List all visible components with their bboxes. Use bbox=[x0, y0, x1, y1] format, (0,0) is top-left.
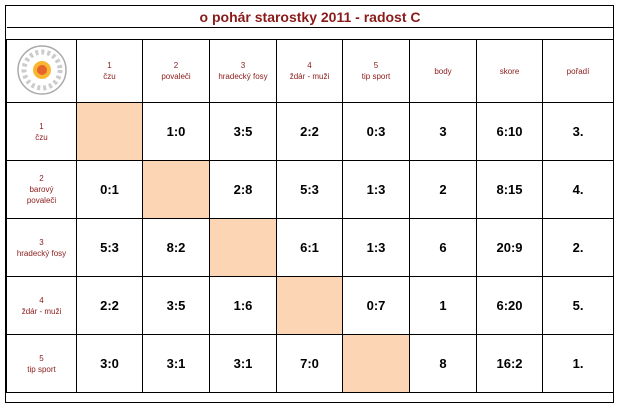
team-row: 5 tip sport 3:0 3:1 3:1 7:0 8 16:2 1. bbox=[6, 334, 615, 393]
row-header: 1 čzu bbox=[6, 102, 77, 161]
match-score: 3:5 bbox=[142, 276, 210, 335]
team-header-line: čzu bbox=[103, 72, 116, 81]
goal-score: 8:15 bbox=[476, 160, 543, 219]
team-header-line: 3 bbox=[240, 61, 246, 70]
match-score: 2:2 bbox=[76, 276, 143, 335]
match-score: 3:1 bbox=[209, 334, 277, 393]
team-header-line: ždár - muži bbox=[289, 72, 330, 81]
goal-score: 16:2 bbox=[476, 334, 543, 393]
row-header-line: hradecký fosy bbox=[16, 248, 67, 258]
logo bbox=[16, 44, 67, 95]
row-header-line: 5 bbox=[39, 353, 44, 363]
team-header: 5 tip sport bbox=[342, 39, 410, 103]
match-score: 3:1 bbox=[142, 334, 210, 393]
team-header: 3 hradecký fosy bbox=[209, 39, 277, 103]
column-header: pořadí bbox=[541, 39, 615, 103]
points: 6 bbox=[409, 218, 477, 277]
row-header-line: 1 bbox=[39, 121, 44, 131]
row-header: 2 barový povaleči bbox=[6, 160, 77, 219]
logo-cell bbox=[6, 39, 77, 103]
points: 1 bbox=[409, 276, 477, 335]
row-header: 4 ždár - muži bbox=[6, 276, 77, 335]
match-score: 1:6 bbox=[209, 276, 277, 335]
diagonal-cell bbox=[209, 218, 277, 277]
row-header-line: povaleči bbox=[26, 196, 57, 205]
row-header-line: čzu bbox=[35, 132, 48, 142]
row-header-line: tip sport bbox=[27, 364, 56, 374]
row-header-line: barový bbox=[29, 185, 54, 194]
match-score: 6:1 bbox=[276, 218, 343, 277]
row-header-line: 3 bbox=[39, 237, 44, 247]
column-header: skore bbox=[476, 39, 543, 103]
spacer-row bbox=[6, 27, 614, 40]
rank: 2. bbox=[541, 218, 615, 277]
row-header-line: ždár - muži bbox=[21, 306, 62, 316]
diagonal-cell bbox=[342, 334, 410, 393]
team-row: 2 barový povaleči 0:1 2:8 5:3 1:3 2 8:15 4. bbox=[6, 160, 615, 219]
team-header-line: 4 bbox=[307, 61, 312, 70]
rank: 5. bbox=[541, 276, 615, 335]
match-score: 3:0 bbox=[76, 334, 143, 393]
diagonal-cell bbox=[76, 102, 143, 161]
match-score: 0:1 bbox=[76, 160, 143, 219]
diagonal-cell bbox=[142, 160, 210, 219]
column-header: body bbox=[409, 39, 477, 103]
team-header-line: povaleči bbox=[161, 72, 191, 81]
match-score: 8:2 bbox=[142, 218, 210, 277]
team-header-line: 5 bbox=[373, 61, 379, 70]
points: 8 bbox=[409, 334, 477, 393]
match-score: 1:3 bbox=[342, 218, 410, 277]
team-header-line: tip sport bbox=[361, 72, 391, 81]
row-header-line: 2 bbox=[39, 174, 44, 183]
match-score: 5:3 bbox=[276, 160, 343, 219]
rank: 4. bbox=[541, 160, 615, 219]
team-header-line: 2 bbox=[173, 61, 179, 70]
row-header-line: 4 bbox=[39, 295, 44, 305]
goal-score: 20:9 bbox=[476, 218, 543, 277]
points: 3 bbox=[409, 102, 477, 161]
table-title: o pohár starostky 2011 - radost C bbox=[6, 6, 614, 28]
team-row: 1 čzu 1:0 3:5 2:2 0:3 3 6:10 3. bbox=[6, 102, 615, 161]
match-score: 0:7 bbox=[342, 276, 410, 335]
score-table-frame: o pohár starostky 2011 - radost C 1 čzu 2 p… bbox=[5, 5, 615, 403]
match-score: 5:3 bbox=[76, 218, 143, 277]
team-row: 4 ždár - muži 2:2 3:5 1:6 0:7 1 6:20 5. bbox=[6, 276, 615, 335]
team-header-line: hradecký fosy bbox=[218, 72, 268, 81]
table-body: o pohár starostky 2011 - radost C 1 čzu 2 p… bbox=[6, 6, 615, 393]
score-table: o pohár starostky 2011 - radost C 1 čzu 2 p… bbox=[6, 6, 615, 393]
rank: 1. bbox=[541, 334, 615, 393]
team-header: 2 povaleči bbox=[142, 39, 210, 103]
match-score: 1:3 bbox=[342, 160, 410, 219]
match-score: 3:5 bbox=[209, 102, 277, 161]
goal-score: 6:20 bbox=[476, 276, 543, 335]
team-row: 3 hradecký fosy 5:3 8:2 6:1 1:3 6 20:9 2. bbox=[6, 218, 615, 277]
match-score: 2:8 bbox=[209, 160, 277, 219]
rank: 3. bbox=[541, 102, 615, 161]
points: 2 bbox=[409, 160, 477, 219]
match-score: 1:0 bbox=[142, 102, 210, 161]
team-header: 4 ždár - muži bbox=[276, 39, 343, 103]
match-score: 7:0 bbox=[276, 334, 343, 393]
match-score: 0:3 bbox=[342, 102, 410, 161]
team-header: 1 čzu bbox=[76, 39, 143, 103]
goal-score: 6:10 bbox=[476, 102, 543, 161]
team-header-line: 1 bbox=[107, 61, 112, 70]
row-header: 3 hradecký fosy bbox=[6, 218, 77, 277]
diagonal-cell bbox=[276, 276, 343, 335]
row-header: 5 tip sport bbox=[6, 334, 77, 393]
match-score: 2:2 bbox=[276, 102, 343, 161]
